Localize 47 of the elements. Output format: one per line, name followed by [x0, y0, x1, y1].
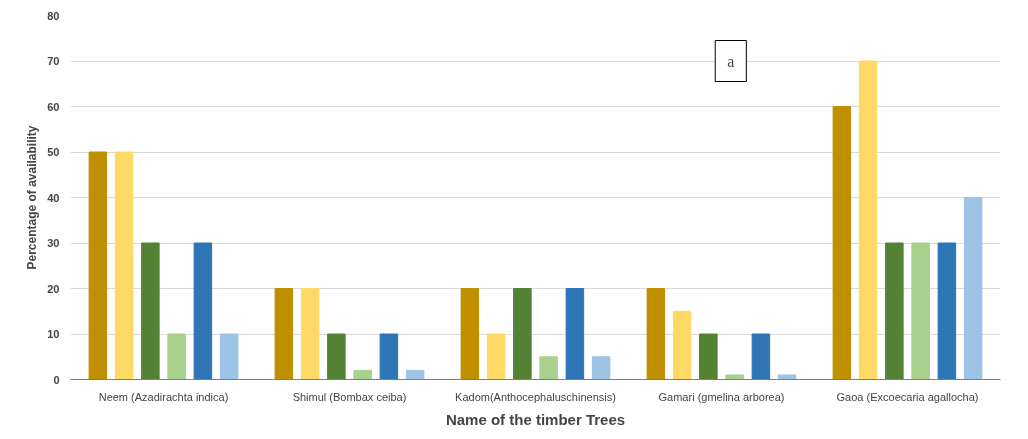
bar — [832, 106, 852, 380]
bar — [672, 310, 692, 380]
bar — [219, 333, 239, 380]
y-tick-label: 80 — [47, 9, 60, 22]
bar — [513, 288, 532, 380]
bar — [300, 288, 320, 380]
y-tick-label: 20 — [47, 282, 60, 295]
bar — [911, 242, 930, 380]
bar — [193, 242, 213, 380]
bar — [353, 369, 372, 380]
y-tick-label: 70 — [47, 55, 60, 67]
y-axis-title: Percentage of availability — [25, 125, 40, 270]
x-tick-label: Gaoa (Excoecaria agallocha) — [836, 390, 979, 403]
x-tick-label: Gamari (gmelina arborea) — [658, 390, 785, 403]
y-tick-label: 60 — [47, 100, 60, 113]
annotation: a — [727, 52, 735, 70]
bar — [539, 356, 558, 380]
x-axis-title: Name of the timber Trees — [445, 410, 626, 428]
y-tick-label: 50 — [47, 146, 60, 158]
bar — [725, 374, 744, 380]
x-tick-label: Shimul (Bombax ceiba) — [292, 390, 407, 403]
x-tick-label: Kadom(Anthocephaluschinensis) — [455, 390, 616, 403]
bar — [777, 374, 797, 380]
bar — [565, 288, 585, 380]
bar — [646, 288, 666, 380]
bar — [963, 197, 983, 380]
bar — [141, 242, 160, 380]
bar — [460, 288, 480, 380]
y-tick-label: 0 — [53, 373, 60, 386]
y-tick-label: 40 — [47, 191, 60, 204]
bar — [405, 369, 425, 380]
bar — [885, 242, 904, 380]
bar — [88, 151, 108, 380]
bar — [858, 60, 878, 380]
y-tick-label: 10 — [47, 328, 60, 340]
bar — [486, 333, 506, 380]
bar — [114, 151, 134, 380]
bar — [327, 333, 346, 380]
bar — [699, 333, 718, 380]
bar — [591, 356, 611, 380]
bar — [937, 242, 957, 380]
x-tick-label: Neem (Azadirachta indica) — [98, 390, 229, 403]
bar — [274, 288, 294, 380]
y-tick-label: 30 — [47, 237, 60, 249]
bar — [379, 333, 399, 380]
bar — [751, 333, 771, 380]
bar — [167, 333, 186, 380]
